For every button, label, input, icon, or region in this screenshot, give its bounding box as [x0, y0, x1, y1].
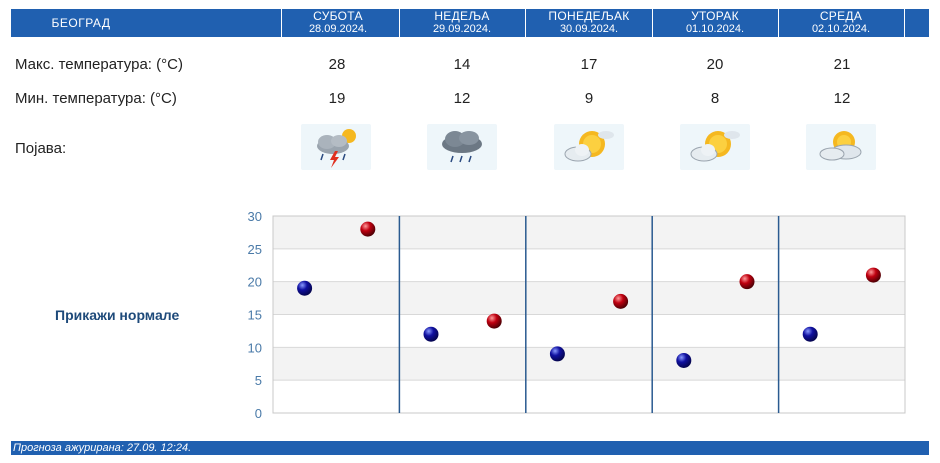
max-temp-point	[739, 274, 755, 290]
y-tick-label: 30	[248, 209, 262, 224]
header-separator	[525, 9, 526, 37]
day-header-1: СУБОТА 28.09.2024.	[275, 9, 401, 37]
city-name: БЕОГРАД	[51, 16, 111, 30]
max-temp-point	[360, 221, 376, 237]
min-temp-value: 8	[710, 90, 720, 107]
max-temp-value: 14	[453, 56, 471, 73]
y-tick-label: 15	[248, 308, 262, 323]
plot-border	[272, 215, 906, 414]
header-separator	[399, 9, 400, 37]
chart-band	[273, 380, 905, 413]
day-name: СРЕДА	[819, 9, 863, 23]
min-temp-value: 12	[833, 90, 851, 107]
min-temp-point	[802, 326, 818, 342]
header-separator	[778, 9, 779, 37]
chart-band	[273, 314, 905, 348]
day-name: ПОНЕДЕЉАК	[548, 9, 630, 23]
show-normals-link[interactable]: Прикажи нормале	[55, 307, 180, 323]
max-temp-value: 17	[580, 56, 598, 73]
partly-sunny-icon	[680, 124, 750, 170]
partly-sunny-icon	[554, 124, 624, 170]
max-temp-point	[613, 293, 629, 309]
max-temp-value: 21	[833, 56, 851, 73]
day-date: 30.09.2024.	[559, 23, 619, 35]
header-separator	[281, 9, 282, 37]
day-header-2: НЕДЕЉА 29.09.2024.	[399, 9, 525, 37]
header-separator	[652, 9, 653, 37]
min-temp-point	[423, 326, 439, 342]
thunderstorm-icon	[301, 124, 371, 170]
day-header-4: УТОРАК 01.10.2024.	[652, 9, 778, 37]
header-separator	[904, 9, 905, 37]
max-temp-label: Макс. температура: (°C)	[15, 56, 183, 73]
day-name: НЕДЕЉА	[434, 9, 490, 23]
y-tick-label: 25	[248, 242, 262, 257]
day-date: 01.10.2024.	[685, 23, 745, 35]
day-name: УТОРАК	[691, 9, 739, 23]
max-temp-value: 20	[706, 56, 724, 73]
forecast-updated-text: Прогноза ажурирана: 27.09. 12:24.	[13, 442, 192, 454]
day-date: 02.10.2024.	[811, 23, 871, 35]
max-temp-point	[486, 313, 502, 329]
chart-band	[273, 281, 905, 315]
min-temp-label: Мин. температура: (°C)	[15, 90, 177, 107]
chart-band	[273, 347, 905, 381]
y-tick-label: 0	[255, 406, 262, 421]
min-temp-point	[549, 346, 565, 362]
chart-band	[273, 216, 905, 249]
y-tick-label: 10	[248, 340, 262, 355]
chart-band	[273, 248, 905, 282]
min-temp-value: 19	[328, 90, 346, 107]
max-temp-value: 28	[328, 56, 346, 73]
day-header-5: СРЕДА 02.10.2024.	[778, 9, 904, 37]
min-temp-value: 9	[584, 90, 594, 107]
day-date: 28.09.2024.	[308, 23, 368, 35]
y-tick-label: 20	[248, 275, 262, 290]
day-name: СУБОТА	[313, 9, 363, 23]
temperature-chart: 0 5 10 15 20 25 30	[248, 209, 906, 421]
y-tick-label: 5	[255, 373, 262, 388]
partly-cloudy-icon	[806, 124, 876, 170]
forecast-header: БЕОГРАД СУБОТА 28.09.2024. НЕДЕЉА 29.09.…	[11, 9, 929, 37]
phenomenon-label: Појава:	[15, 140, 67, 157]
day-date: 29.09.2024.	[432, 23, 492, 35]
day-header-3: ПОНЕДЕЉАК 30.09.2024.	[525, 9, 653, 37]
rain-cloud-icon	[427, 124, 497, 170]
min-temp-point	[676, 352, 692, 368]
min-temp-point	[297, 280, 313, 296]
footer-bar: Прогноза ажурирана: 27.09. 12:24.	[11, 441, 929, 455]
min-temp-value: 12	[453, 90, 471, 107]
max-temp-point	[865, 267, 881, 283]
